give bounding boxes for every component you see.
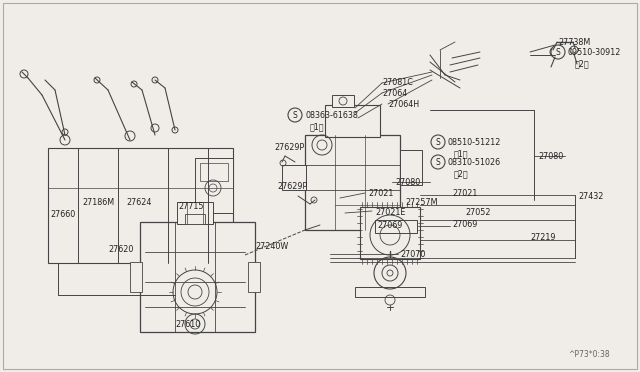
Text: （1）: （1） <box>310 122 324 131</box>
Bar <box>130 262 142 292</box>
Text: 27610: 27610 <box>175 320 200 329</box>
Bar <box>375 220 417 233</box>
Bar <box>200 163 228 181</box>
Text: 27624: 27624 <box>126 198 152 207</box>
Text: 27432: 27432 <box>578 192 604 201</box>
Text: 27052: 27052 <box>465 208 490 217</box>
Bar <box>282 165 306 190</box>
Text: （2）: （2） <box>575 59 589 68</box>
Bar <box>400 150 422 185</box>
Text: 27240W: 27240W <box>255 242 288 251</box>
Text: 27080: 27080 <box>395 178 420 187</box>
Bar <box>195 158 233 213</box>
Text: 08310-51026: 08310-51026 <box>448 158 501 167</box>
Text: 27069: 27069 <box>377 221 403 230</box>
Bar <box>355 287 425 297</box>
Text: S: S <box>436 157 440 167</box>
Bar <box>360 207 420 259</box>
Text: 27070: 27070 <box>400 250 426 259</box>
Text: 27257M: 27257M <box>405 198 438 207</box>
Text: （1）: （1） <box>454 149 468 158</box>
Bar <box>325 105 380 137</box>
Bar <box>332 95 354 107</box>
Text: S: S <box>436 138 440 147</box>
Text: 27629P: 27629P <box>277 182 307 191</box>
Circle shape <box>431 155 445 169</box>
Circle shape <box>551 45 565 59</box>
Text: 27219: 27219 <box>530 233 556 242</box>
Text: 27064: 27064 <box>382 89 407 98</box>
Text: 27186M: 27186M <box>82 198 114 207</box>
Circle shape <box>173 270 217 314</box>
Text: 27080: 27080 <box>538 152 563 161</box>
Text: S: S <box>556 48 561 57</box>
Text: 09510-30912: 09510-30912 <box>568 48 621 57</box>
Text: 27629P: 27629P <box>274 143 304 152</box>
Bar <box>185 214 205 224</box>
Bar <box>248 262 260 292</box>
Text: S: S <box>292 110 298 119</box>
Text: 27715: 27715 <box>178 202 204 211</box>
Circle shape <box>288 108 302 122</box>
Bar <box>305 135 400 230</box>
Text: 08510-51212: 08510-51212 <box>448 138 501 147</box>
Text: （2）: （2） <box>454 169 468 178</box>
Text: 27069: 27069 <box>452 220 477 229</box>
Text: 27660: 27660 <box>50 210 76 219</box>
Text: 27021E: 27021E <box>375 208 405 217</box>
Bar <box>140 222 255 332</box>
Text: ^P73*0:38: ^P73*0:38 <box>568 350 610 359</box>
Text: 27021: 27021 <box>452 189 477 198</box>
Text: 27738M: 27738M <box>558 38 590 47</box>
Bar <box>177 202 213 224</box>
Circle shape <box>431 135 445 149</box>
Text: 27021: 27021 <box>368 189 394 198</box>
Text: 08363-61638: 08363-61638 <box>305 111 358 120</box>
Text: 27620: 27620 <box>108 245 133 254</box>
Text: 27081C: 27081C <box>382 78 413 87</box>
Text: 27064H: 27064H <box>388 100 419 109</box>
Bar <box>48 148 233 263</box>
